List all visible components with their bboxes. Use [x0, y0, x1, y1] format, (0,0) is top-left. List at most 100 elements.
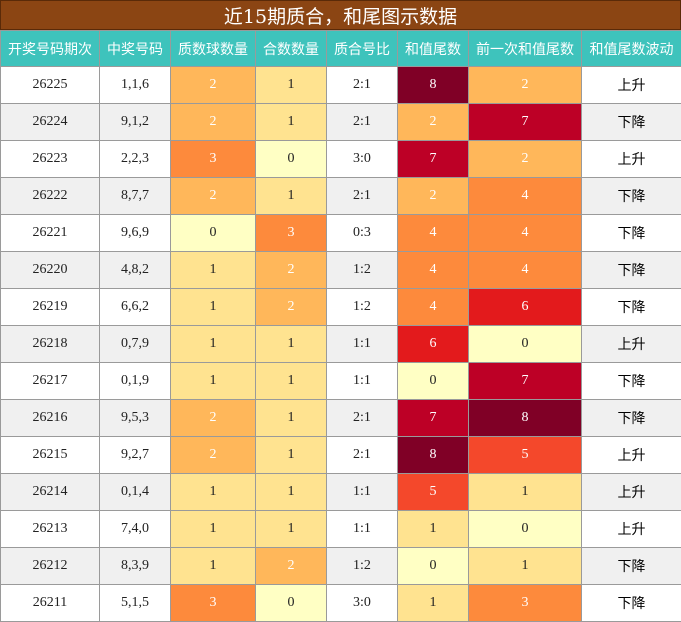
prev-sum-tail-cell: 5 — [469, 437, 582, 474]
composite-count-cell: 1 — [256, 178, 327, 215]
sum-tail-cell: 7 — [398, 400, 469, 437]
composite-count-cell: 1 — [256, 511, 327, 548]
composite-count-cell: 3 — [256, 215, 327, 252]
composite-count-cell: 1 — [256, 437, 327, 474]
sum-tail-cell: 0 — [398, 363, 469, 400]
sum-tail-cell: 0 — [398, 548, 469, 585]
prime-count-cell: 0 — [171, 215, 256, 252]
ratio-cell: 1:2 — [327, 289, 398, 326]
sum-tail-cell: 5 — [398, 474, 469, 511]
composite-count-cell: 2 — [256, 548, 327, 585]
issue-cell: 26222 — [1, 178, 100, 215]
trend-cell: 上升 — [582, 326, 681, 363]
header-numbers: 中奖号码 — [100, 31, 171, 67]
composite-count-cell: 1 — [256, 363, 327, 400]
ratio-cell: 3:0 — [327, 585, 398, 622]
ratio-cell: 2:1 — [327, 178, 398, 215]
composite-count-cell: 2 — [256, 252, 327, 289]
numbers-cell: 6,6,2 — [100, 289, 171, 326]
trend-cell: 下降 — [582, 400, 681, 437]
numbers-cell: 8,3,9 — [100, 548, 171, 585]
sum-tail-cell: 1 — [398, 585, 469, 622]
numbers-cell: 0,1,9 — [100, 363, 171, 400]
header-composite-count: 合数数量 — [256, 31, 327, 67]
issue-cell: 26224 — [1, 104, 100, 141]
issue-cell: 26220 — [1, 252, 100, 289]
header-prev-sum-tail: 前一次和值尾数 — [469, 31, 582, 67]
trend-cell: 下降 — [582, 178, 681, 215]
prev-sum-tail-cell: 0 — [469, 511, 582, 548]
composite-count-cell: 1 — [256, 400, 327, 437]
prime-count-cell: 2 — [171, 178, 256, 215]
numbers-cell: 7,4,0 — [100, 511, 171, 548]
composite-count-cell: 1 — [256, 67, 327, 104]
stats-table: 开奖号码期次 中奖号码 质数球数量 合数数量 质合号比 和值尾数 前一次和值尾数… — [0, 30, 681, 622]
issue-cell: 26211 — [1, 585, 100, 622]
header-issue: 开奖号码期次 — [1, 31, 100, 67]
ratio-cell: 1:1 — [327, 511, 398, 548]
ratio-cell: 2:1 — [327, 400, 398, 437]
prev-sum-tail-cell: 2 — [469, 67, 582, 104]
prime-count-cell: 3 — [171, 585, 256, 622]
sum-tail-cell: 1 — [398, 511, 469, 548]
ratio-cell: 3:0 — [327, 141, 398, 178]
prev-sum-tail-cell: 1 — [469, 548, 582, 585]
numbers-cell: 2,2,3 — [100, 141, 171, 178]
composite-count-cell: 0 — [256, 141, 327, 178]
prev-sum-tail-cell: 8 — [469, 400, 582, 437]
prime-count-cell: 1 — [171, 474, 256, 511]
composite-count-cell: 1 — [256, 326, 327, 363]
numbers-cell: 9,6,9 — [100, 215, 171, 252]
prev-sum-tail-cell: 7 — [469, 363, 582, 400]
prime-count-cell: 2 — [171, 104, 256, 141]
composite-count-cell: 1 — [256, 474, 327, 511]
prev-sum-tail-cell: 3 — [469, 585, 582, 622]
issue-cell: 26223 — [1, 141, 100, 178]
sum-tail-cell: 4 — [398, 289, 469, 326]
trend-cell: 上升 — [582, 511, 681, 548]
prime-count-cell: 1 — [171, 363, 256, 400]
ratio-cell: 1:2 — [327, 548, 398, 585]
prev-sum-tail-cell: 7 — [469, 104, 582, 141]
trend-cell: 下降 — [582, 215, 681, 252]
header-prime-count: 质数球数量 — [171, 31, 256, 67]
composite-count-cell: 2 — [256, 289, 327, 326]
ratio-cell: 1:1 — [327, 326, 398, 363]
trend-cell: 下降 — [582, 363, 681, 400]
trend-cell: 上升 — [582, 437, 681, 474]
trend-cell: 下降 — [582, 104, 681, 141]
prime-count-cell: 1 — [171, 289, 256, 326]
trend-cell: 下降 — [582, 548, 681, 585]
sum-tail-cell: 8 — [398, 67, 469, 104]
numbers-cell: 8,7,7 — [100, 178, 171, 215]
prev-sum-tail-cell: 4 — [469, 215, 582, 252]
ratio-cell: 1:1 — [327, 363, 398, 400]
prev-sum-tail-cell: 4 — [469, 178, 582, 215]
sum-tail-cell: 2 — [398, 178, 469, 215]
numbers-cell: 9,5,3 — [100, 400, 171, 437]
prev-sum-tail-cell: 6 — [469, 289, 582, 326]
ratio-cell: 2:1 — [327, 67, 398, 104]
ratio-cell: 1:1 — [327, 474, 398, 511]
issue-cell: 26213 — [1, 511, 100, 548]
prev-sum-tail-cell: 2 — [469, 141, 582, 178]
prime-count-cell: 2 — [171, 67, 256, 104]
trend-cell: 上升 — [582, 67, 681, 104]
numbers-cell: 0,1,4 — [100, 474, 171, 511]
numbers-cell: 9,2,7 — [100, 437, 171, 474]
numbers-cell: 4,8,2 — [100, 252, 171, 289]
prev-sum-tail-cell: 1 — [469, 474, 582, 511]
trend-cell: 下降 — [582, 289, 681, 326]
prev-sum-tail-cell: 4 — [469, 252, 582, 289]
sum-tail-cell: 8 — [398, 437, 469, 474]
